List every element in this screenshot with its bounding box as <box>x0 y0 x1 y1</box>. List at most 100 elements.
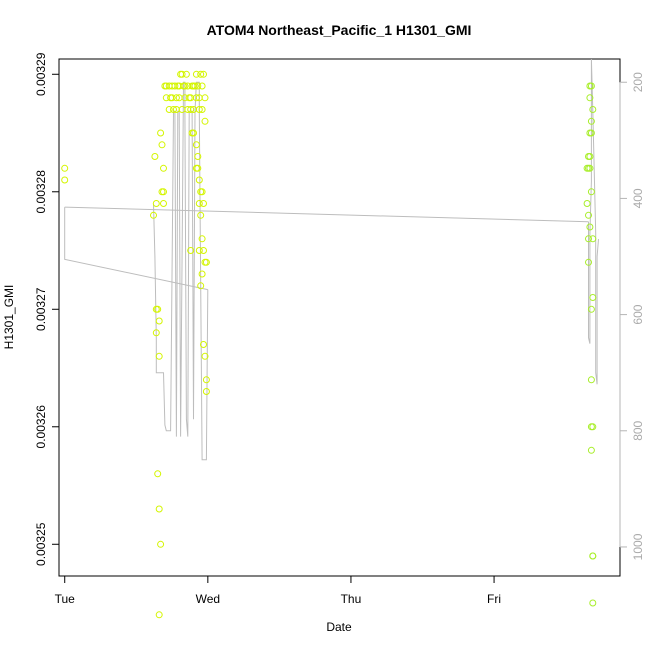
data-point <box>587 423 595 431</box>
x-tick-label: Fri <box>487 592 501 606</box>
data-point <box>187 106 195 113</box>
data-point <box>152 329 160 337</box>
data-point <box>200 70 207 78</box>
data-point <box>200 200 207 207</box>
data-point <box>61 164 69 172</box>
data-point <box>150 211 157 219</box>
data-point <box>589 235 597 243</box>
data-point <box>198 188 206 196</box>
data-point <box>181 94 189 102</box>
data-point <box>195 200 203 207</box>
data-point <box>200 247 207 254</box>
data-point <box>192 141 200 149</box>
data-point <box>155 317 163 325</box>
data-point <box>586 223 594 231</box>
scatter-points <box>61 70 597 619</box>
data-point <box>587 188 595 196</box>
y-axis: 0.00325 0.00326 0.00327 0.00328 0.00329 <box>34 52 60 566</box>
y-tick-label: 0.00328 <box>34 170 48 214</box>
data-point <box>152 200 160 207</box>
data-point <box>151 153 159 160</box>
data-point <box>200 341 207 348</box>
x-tick-label: Wed <box>196 592 220 606</box>
data-point <box>198 82 206 90</box>
data-point <box>589 552 597 560</box>
data-point <box>191 82 199 90</box>
data-point <box>583 200 591 207</box>
data-point <box>170 106 177 113</box>
y-tick-label: 0.00329 <box>34 52 48 96</box>
data-point <box>589 106 597 113</box>
data-point <box>192 70 200 78</box>
data-point <box>194 164 202 172</box>
data-point <box>160 188 167 196</box>
data-point <box>171 82 179 90</box>
data-point <box>190 129 197 137</box>
altitude-line-group <box>64 58 599 461</box>
data-point <box>198 270 206 278</box>
data-point <box>158 141 166 149</box>
data-point <box>178 106 186 113</box>
y2-tick-label: 800 <box>631 420 645 440</box>
data-point <box>585 211 592 219</box>
data-point <box>587 129 595 137</box>
data-point <box>155 352 163 360</box>
data-point <box>181 82 189 90</box>
y-tick-label: 0.00325 <box>34 522 48 566</box>
data-point <box>201 117 209 125</box>
plot-frame <box>58 58 621 577</box>
data-point <box>198 235 206 243</box>
data-point <box>155 611 163 619</box>
data-point <box>202 388 210 395</box>
data-point <box>201 352 209 360</box>
data-point <box>154 470 162 478</box>
data-point <box>168 94 176 102</box>
data-point <box>187 247 195 254</box>
x-axis: Tue Wed Thu Fri <box>55 575 501 606</box>
data-point <box>194 153 202 160</box>
data-point <box>589 599 597 607</box>
data-point <box>585 235 592 243</box>
data-point <box>172 94 180 102</box>
x-tick-label: Tue <box>55 592 76 606</box>
data-point <box>195 247 203 254</box>
data-point <box>587 82 595 90</box>
data-point <box>587 117 595 125</box>
data-point <box>155 505 163 513</box>
data-point <box>194 82 202 90</box>
altitude-line <box>588 58 599 385</box>
y2-tick-label: 400 <box>631 188 645 208</box>
y2-axis: 200 400 600 800 1000 <box>619 72 645 560</box>
data-point <box>201 94 209 102</box>
data-point <box>586 94 594 102</box>
data-point <box>154 305 162 313</box>
y2-tick-label: 200 <box>631 72 645 92</box>
data-point <box>197 70 205 78</box>
data-point <box>197 211 205 219</box>
data-point <box>157 540 165 548</box>
data-point <box>197 282 205 290</box>
y2-tick-label: 600 <box>631 304 645 324</box>
y-tick-label: 0.00326 <box>34 405 48 449</box>
data-point <box>160 200 167 207</box>
data-point <box>586 153 594 160</box>
data-point <box>61 176 69 184</box>
data-point <box>195 176 203 184</box>
data-point <box>585 258 592 266</box>
data-point <box>583 164 591 172</box>
data-point <box>198 106 206 113</box>
data-point <box>157 129 165 137</box>
data-point <box>587 446 595 454</box>
x-tick-label: Thu <box>341 592 362 606</box>
data-point <box>202 376 210 384</box>
x-axis-label: Date <box>326 620 352 634</box>
data-point <box>160 164 167 172</box>
data-point <box>165 106 173 113</box>
data-point <box>195 106 203 113</box>
data-point <box>202 258 210 266</box>
data-point <box>587 376 595 384</box>
data-point <box>192 94 200 102</box>
altitude-line <box>64 206 589 223</box>
data-point <box>178 70 186 78</box>
